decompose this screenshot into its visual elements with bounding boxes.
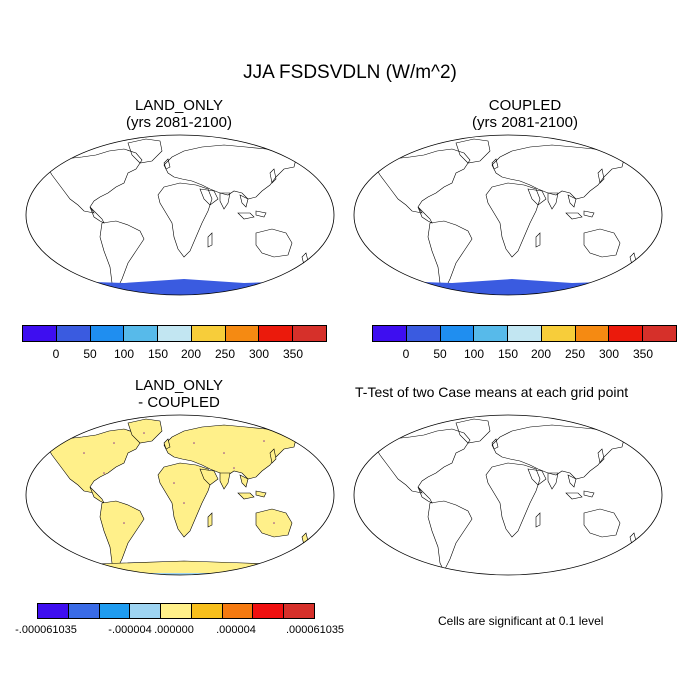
colorbar-box xyxy=(38,604,69,618)
colorbar-tick-label: 250 xyxy=(214,347,236,361)
ttest-map xyxy=(353,414,663,576)
colorbar-box xyxy=(253,604,285,618)
colorbar-tick-label: 0 xyxy=(402,347,410,361)
difference-colorbar xyxy=(37,603,315,619)
colorbar-box xyxy=(191,326,226,341)
colorbar-tick-label: 50 xyxy=(83,347,97,361)
colorbar-tick-label: 0 xyxy=(52,347,60,361)
colorbar-box xyxy=(259,326,294,341)
colorbar-tick-label: 300 xyxy=(598,347,620,361)
colorbar-tick-label: 150 xyxy=(147,347,169,361)
colorbar-box xyxy=(56,326,91,341)
colorbar-tick-label: 350 xyxy=(632,347,654,361)
coupled-title: COUPLED (yrs 2081-2100) xyxy=(425,97,625,131)
figure-title: JJA FSDSVDLN (W/m^2) xyxy=(243,62,457,83)
coupled-title-line2: (yrs 2081-2100) xyxy=(472,114,578,131)
colorbar-box xyxy=(284,604,315,618)
colorbar-box xyxy=(99,604,131,618)
colorbar-box xyxy=(373,326,407,341)
significance-note: Cells are significant at 0.1 level xyxy=(438,614,604,628)
colorbar-tick-label: 250 xyxy=(564,347,586,361)
colorbar-box xyxy=(23,326,57,341)
colorbar-box xyxy=(225,326,260,341)
coupled-map xyxy=(353,134,663,296)
ttest-title: T-Test of two Case means at each grid po… xyxy=(355,384,629,400)
land-only-colorbar xyxy=(22,325,327,342)
colorbar-box xyxy=(158,326,192,341)
land-only-title-line2: (yrs 2081-2100) xyxy=(126,114,232,131)
colorbar-tick-label: 350 xyxy=(282,347,304,361)
difference-title-line2: - COUPLED xyxy=(138,394,220,411)
colorbar-tick-label: .000061035 xyxy=(285,624,345,636)
colorbar-box xyxy=(575,326,610,341)
land-only-map xyxy=(25,134,335,296)
colorbar-box xyxy=(609,326,644,341)
colorbar-tick-label: 150 xyxy=(497,347,519,361)
colorbar-box xyxy=(124,326,159,341)
colorbar-box xyxy=(161,604,192,618)
colorbar-tick-label: 300 xyxy=(248,347,270,361)
colorbar-box xyxy=(222,604,254,618)
colorbar-box xyxy=(191,604,223,618)
land-only-title-line1: LAND_ONLY xyxy=(134,97,224,114)
colorbar-box xyxy=(541,326,576,341)
colorbar-box xyxy=(406,326,441,341)
coupled-title-line1: COUPLED xyxy=(488,97,562,114)
colorbar-box xyxy=(293,326,327,341)
colorbar-tick-label: .000004 xyxy=(216,624,256,636)
difference-map xyxy=(25,414,335,576)
colorbar-tick-label: 100 xyxy=(463,347,485,361)
difference-title: LAND_ONLY - COUPLED xyxy=(79,377,279,411)
coupled-colorbar xyxy=(372,325,677,342)
colorbar-tick-label: 200 xyxy=(530,347,552,361)
colorbar-tick-label: 50 xyxy=(433,347,447,361)
land-only-title: LAND_ONLY (yrs 2081-2100) xyxy=(79,97,279,131)
difference-title-line1: LAND_ONLY xyxy=(134,377,224,394)
colorbar-tick-label: -.000061035 xyxy=(15,624,77,636)
colorbar-tick-label: -.000004 xyxy=(108,624,152,636)
colorbar-box xyxy=(90,326,125,341)
colorbar-tick-label: 200 xyxy=(180,347,202,361)
colorbar-box xyxy=(130,604,162,618)
colorbar-tick-label: .000000 xyxy=(154,624,194,636)
colorbar-box xyxy=(440,326,475,341)
colorbar-tick-label: 100 xyxy=(113,347,135,361)
colorbar-box xyxy=(474,326,509,341)
colorbar-box xyxy=(68,604,100,618)
colorbar-box xyxy=(508,326,542,341)
colorbar-box xyxy=(643,326,677,341)
